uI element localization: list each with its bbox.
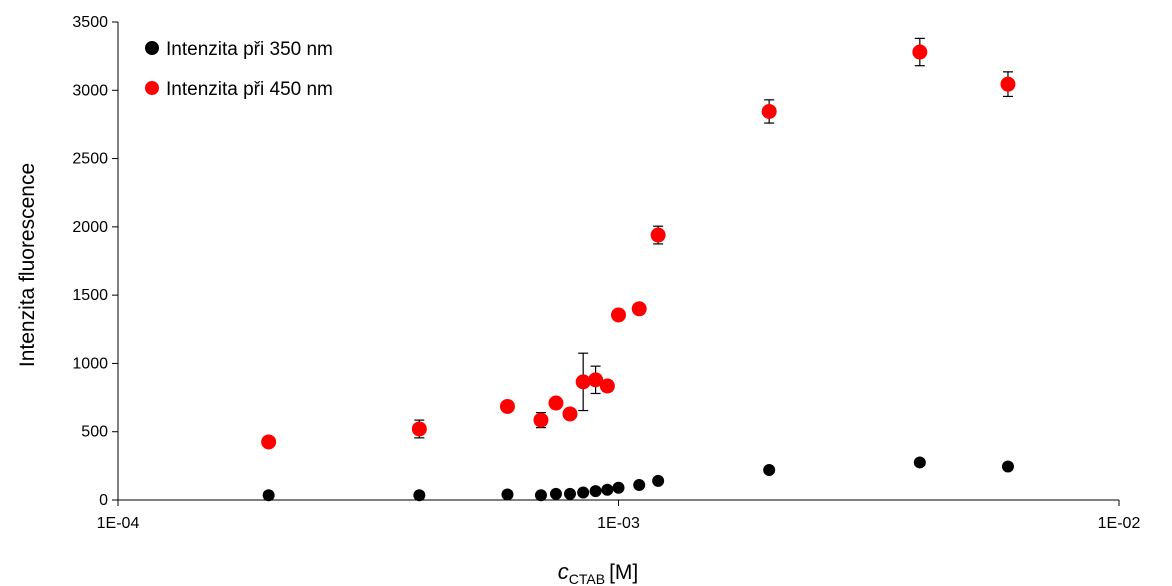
y-tick-label: 3500 (72, 14, 108, 31)
data-point-series-1 (534, 489, 547, 502)
x-tick-label: 1E-03 (597, 515, 640, 532)
data-point-series-1 (612, 481, 625, 494)
data-point-series-2 (1000, 76, 1016, 92)
data-point-series-1 (763, 463, 776, 476)
data-point-series-2 (761, 103, 777, 119)
data-point-series-1 (913, 456, 926, 469)
y-tick-label: 1500 (72, 287, 108, 304)
data-point-series-1 (577, 486, 590, 499)
data-point-series-1 (501, 488, 514, 501)
x-axis-title-main: c (558, 559, 569, 584)
data-point-series-1 (262, 489, 275, 502)
y-tick-label: 2000 (72, 219, 108, 236)
data-point-series-2 (912, 44, 928, 60)
y-tick-label: 2500 (72, 151, 108, 168)
data-points (261, 44, 1016, 502)
data-point-series-2 (562, 406, 578, 422)
data-point-series-2 (611, 307, 626, 323)
y-tick-label: 3000 (72, 82, 108, 99)
y-tick-label: 1000 (72, 355, 108, 372)
y-tick-label: 0 (99, 492, 108, 509)
x-axis-ticks: 1E-04 1E-03 1E-02 (97, 500, 1141, 532)
data-point-series-2 (548, 395, 564, 411)
data-point-series-2 (599, 378, 615, 394)
data-point-series-2 (261, 434, 277, 450)
data-point-series-2 (533, 412, 549, 428)
data-point-series-1 (652, 474, 665, 487)
data-point-series-1 (413, 489, 426, 502)
legend-label-series-1: Intenzita při 350 nm (166, 39, 333, 60)
x-tick-label: 1E-04 (97, 515, 140, 532)
data-point-series-2 (575, 374, 591, 390)
x-axis-title-unit: [M] (609, 561, 638, 584)
legend-marker-series-2 (145, 81, 159, 95)
data-point-series-1 (549, 487, 562, 500)
data-point-series-1 (633, 478, 646, 491)
legend-marker-series-1 (145, 41, 159, 55)
data-point-series-2 (499, 398, 515, 414)
x-axis-title-subscript: CTAB (569, 571, 605, 586)
x-tick-label: 1E-02 (1098, 515, 1141, 532)
data-point-series-2 (650, 227, 666, 243)
legend: Intenzita při 350 nm Intenzita při 450 nm (145, 39, 333, 100)
data-point-series-2 (588, 372, 604, 388)
y-tick-label: 500 (81, 424, 108, 441)
legend-label-series-2: Intenzita při 450 nm (166, 79, 333, 100)
data-point-series-1 (589, 485, 602, 498)
data-point-series-2 (631, 301, 647, 317)
y-axis-ticks: 0 500 1000 1500 2000 2500 3000 3500 (72, 14, 118, 509)
data-point-series-1 (563, 487, 576, 500)
x-axis-title: cCTAB [M] (558, 559, 638, 586)
data-point-series-2 (411, 421, 427, 437)
data-point-series-1 (1001, 460, 1014, 473)
y-axis-title: Intenzita fluorescence (16, 163, 39, 367)
data-point-series-1 (601, 483, 614, 496)
error-bars (414, 37, 1013, 439)
